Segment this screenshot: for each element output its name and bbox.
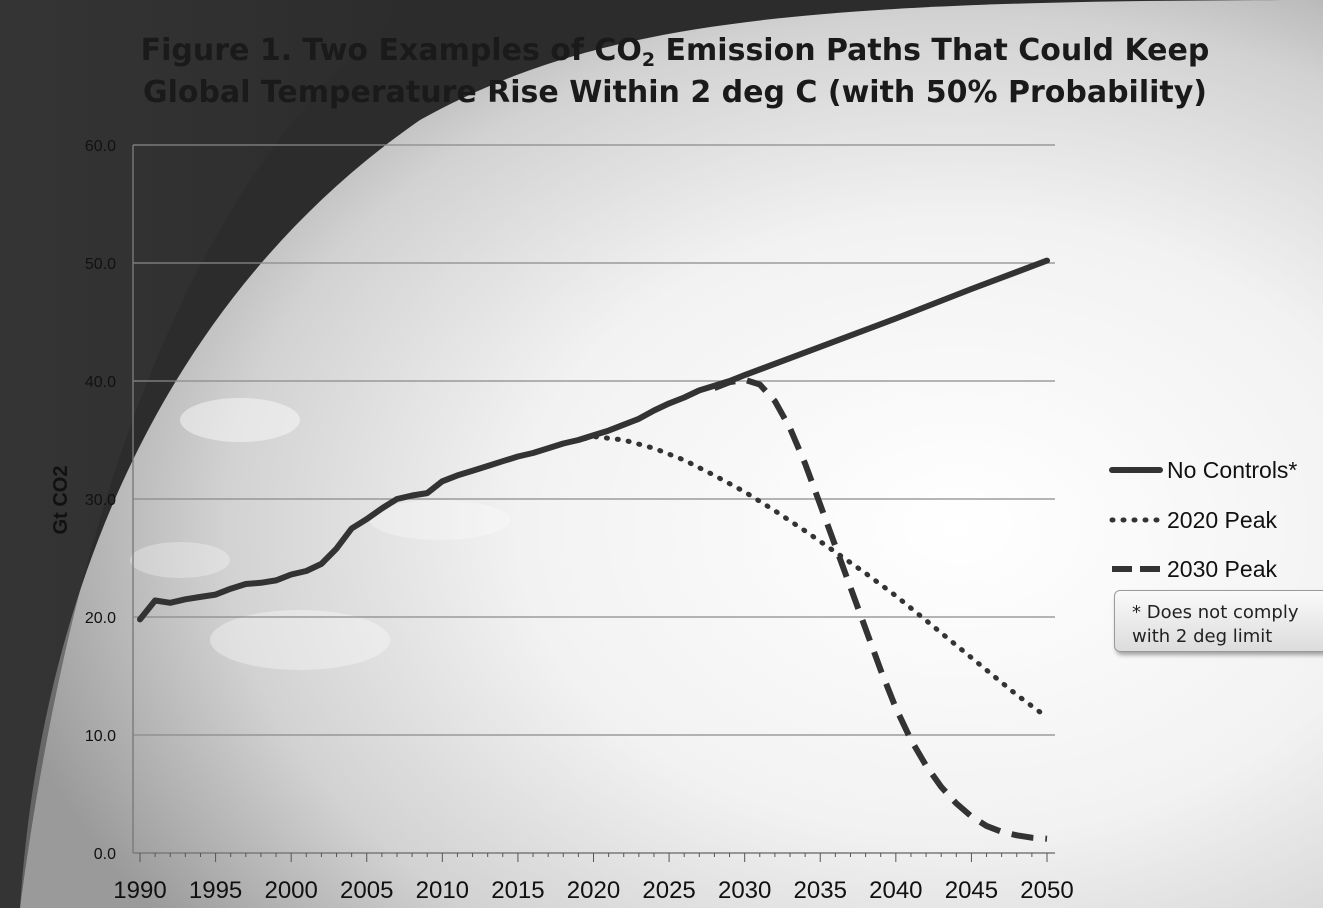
y-tick-label-30.0: 30.0 bbox=[85, 492, 116, 509]
x-tick-label-2035: 2035 bbox=[794, 877, 847, 904]
x-tick-label-2010: 2010 bbox=[416, 877, 469, 904]
y-tick-label-10.0: 10.0 bbox=[85, 728, 116, 745]
x-tick-label-2020: 2020 bbox=[567, 877, 620, 904]
x-tick-label-2030: 2030 bbox=[718, 877, 771, 904]
x-tick-label-2050: 2050 bbox=[1020, 877, 1073, 904]
legend-label-no-controls: No Controls* bbox=[1167, 457, 1297, 483]
x-tick-label-2015: 2015 bbox=[491, 877, 544, 904]
x-tick-label-2000: 2000 bbox=[264, 877, 317, 904]
x-tick-label-1990: 1990 bbox=[113, 877, 166, 904]
series-line-2030-peak bbox=[713, 376, 1048, 842]
x-tick-label-2005: 2005 bbox=[340, 877, 393, 904]
axes: 0.0 10.0 20.0 30.0 40.0 50.0 60.0 1990 1995 2000 2… bbox=[85, 138, 1074, 904]
series-line-2020-peak bbox=[560, 434, 1050, 720]
y-axis-label: Gt CO2 bbox=[50, 466, 72, 535]
chart-title: Figure 1. Two Examples of CO2 Emission P… bbox=[140, 33, 1210, 110]
x-tick-label-2045: 2045 bbox=[945, 877, 998, 904]
x-tick-label-2040: 2040 bbox=[869, 877, 922, 904]
y-tick-label-40.0: 40.0 bbox=[85, 374, 116, 391]
x-tick-label-1995: 1995 bbox=[189, 877, 242, 904]
legend: No Controls* 2020 Peak 2030 Peak bbox=[1109, 457, 1297, 582]
series-line-no-controls bbox=[137, 257, 1050, 623]
y-tick-label-60.0: 60.0 bbox=[85, 138, 116, 155]
y-tick-label-0.0: 0.0 bbox=[94, 846, 116, 863]
compliance-note: * Does not comply with 2 deg limit bbox=[1114, 590, 1323, 652]
series-lines bbox=[137, 257, 1050, 842]
y-tick-label-50.0: 50.0 bbox=[85, 256, 116, 273]
x-tick-label-2025: 2025 bbox=[642, 877, 695, 904]
legend-label-2030-peak: 2030 Peak bbox=[1167, 556, 1277, 582]
legend-label-2020-peak: 2020 Peak bbox=[1167, 507, 1277, 533]
y-tick-label-20.0: 20.0 bbox=[85, 610, 116, 627]
gridlines bbox=[133, 144, 1055, 736]
